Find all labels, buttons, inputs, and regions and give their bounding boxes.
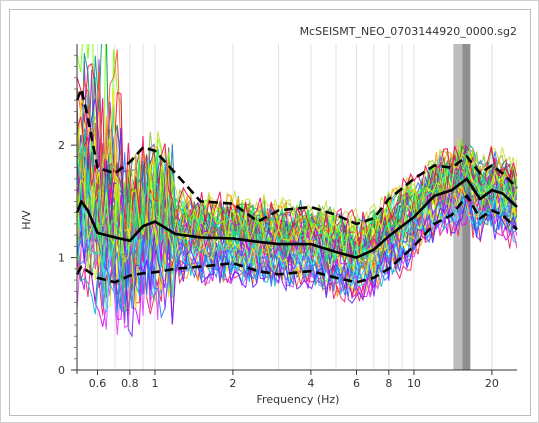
y-axis-label: H/V bbox=[20, 210, 33, 230]
x-tick-label: 6 bbox=[353, 377, 360, 390]
x-tick-label: 0.8 bbox=[121, 377, 139, 390]
x-tick-label: 1 bbox=[151, 377, 158, 390]
y-tick-label: 2 bbox=[58, 139, 65, 152]
x-tick-label: 10 bbox=[407, 377, 421, 390]
y-tick-label: 0 bbox=[58, 364, 65, 377]
x-tick-label: 8 bbox=[385, 377, 392, 390]
x-tick-label: 4 bbox=[307, 377, 314, 390]
x-tick-label: 0.6 bbox=[89, 377, 107, 390]
x-axis-label: Frequency (Hz) bbox=[257, 393, 340, 406]
y-tick-label: 1 bbox=[58, 252, 65, 265]
chart-title: McSEISMT_NEO_0703144920_0000.sg2 bbox=[300, 25, 517, 38]
hv-chart: McSEISMT_NEO_0703144920_0000.sg2 Frequen… bbox=[10, 10, 530, 415]
x-tick-label: 20 bbox=[485, 377, 499, 390]
x-tick-label: 2 bbox=[229, 377, 236, 390]
chart-panel: McSEISMT_NEO_0703144920_0000.sg2 Frequen… bbox=[9, 9, 531, 416]
